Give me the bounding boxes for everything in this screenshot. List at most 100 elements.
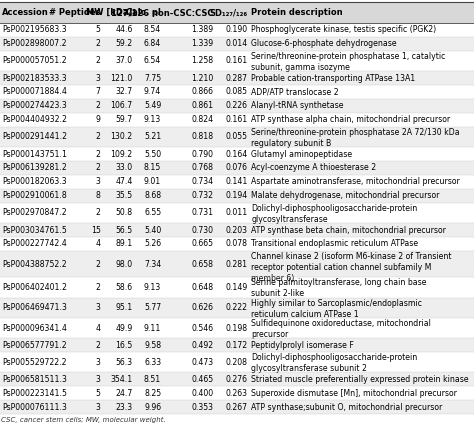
Text: 1.210: 1.210 — [191, 73, 213, 82]
Text: 89.1: 89.1 — [116, 239, 133, 248]
Bar — [0, 189, 474, 203]
Bar — [0, 318, 474, 338]
Bar — [0, 278, 474, 298]
Text: 4: 4 — [95, 323, 100, 332]
Text: SD₁₂₇/₁₂₆: SD₁₂₇/₁₂₆ — [210, 8, 247, 17]
Text: 0.730: 0.730 — [191, 226, 213, 235]
Text: Highly similar to Sarcoplasmic/endoplasmic
reticulum calcium ATPase 1: Highly similar to Sarcoplasmic/endoplasm… — [251, 299, 422, 319]
Bar — [0, 372, 474, 386]
Text: PsP000096341.4: PsP000096341.4 — [2, 323, 67, 332]
Text: 3: 3 — [96, 303, 100, 312]
Text: 6.33: 6.33 — [144, 358, 161, 367]
Text: 0.276: 0.276 — [226, 375, 247, 384]
Text: 9.01: 9.01 — [144, 178, 161, 186]
Text: 7.75: 7.75 — [144, 73, 161, 82]
Text: 0.648: 0.648 — [191, 283, 213, 292]
Text: 15: 15 — [91, 226, 100, 235]
Text: MW [kDa]: MW [kDa] — [86, 8, 133, 17]
Text: PsP005529722.2: PsP005529722.2 — [2, 358, 66, 367]
Text: Accession: Accession — [2, 8, 49, 17]
Text: 9: 9 — [96, 115, 100, 124]
Text: 3: 3 — [96, 73, 100, 82]
Text: 0.149: 0.149 — [225, 283, 247, 292]
Text: 2: 2 — [96, 39, 100, 48]
Text: 2: 2 — [96, 133, 100, 142]
Text: 109.2: 109.2 — [110, 150, 133, 159]
Text: 2: 2 — [96, 341, 100, 350]
Text: 0.161: 0.161 — [225, 115, 247, 124]
Text: PsP006577791.2: PsP006577791.2 — [2, 341, 66, 350]
Text: 9.58: 9.58 — [144, 341, 161, 350]
Text: CSC, cancer stem cells; MW, molecular weight.: CSC, cancer stem cells; MW, molecular we… — [1, 417, 166, 423]
Text: 33.0: 33.0 — [116, 163, 133, 172]
Text: 0.055: 0.055 — [226, 133, 247, 142]
Text: 0.465: 0.465 — [191, 375, 213, 384]
Text: 9.13: 9.13 — [144, 283, 161, 292]
Text: 0.161: 0.161 — [225, 57, 247, 66]
Bar — [0, 175, 474, 189]
Text: Aspartate aminotransferase, mitochondrial precursor: Aspartate aminotransferase, mitochondria… — [251, 178, 460, 186]
Text: 0.658: 0.658 — [191, 260, 213, 269]
Text: Alanyl-tRNA synthetase: Alanyl-tRNA synthetase — [251, 101, 344, 110]
Text: 8.54: 8.54 — [144, 25, 161, 34]
Text: 5.40: 5.40 — [144, 226, 161, 235]
Text: Glucose-6-phosphate dehydrogenase: Glucose-6-phosphate dehydrogenase — [251, 39, 397, 48]
Text: PsP000291441.2: PsP000291441.2 — [2, 133, 67, 142]
Bar — [0, 127, 474, 147]
Bar — [0, 161, 474, 175]
Text: PsP006139281.2: PsP006139281.2 — [2, 163, 67, 172]
Text: PsP000182063.3: PsP000182063.3 — [2, 178, 66, 186]
Text: 0.172: 0.172 — [225, 341, 247, 350]
Text: 8.25: 8.25 — [144, 389, 161, 398]
Text: 5.26: 5.26 — [144, 239, 161, 248]
Text: PsP004404932.2: PsP004404932.2 — [2, 115, 67, 124]
Text: 3: 3 — [96, 178, 100, 186]
Text: 106.7: 106.7 — [110, 101, 133, 110]
Text: Peptidylprolyl isomerase F: Peptidylprolyl isomerase F — [251, 341, 354, 350]
Text: 0.222: 0.222 — [226, 303, 247, 312]
Text: 4: 4 — [95, 239, 100, 248]
Bar — [0, 251, 474, 278]
Text: 5.21: 5.21 — [144, 133, 161, 142]
Text: PsP000071884.4: PsP000071884.4 — [2, 88, 67, 97]
Text: PsP003034761.5: PsP003034761.5 — [2, 226, 67, 235]
Text: 0.400: 0.400 — [191, 389, 213, 398]
Text: PsP006402401.2: PsP006402401.2 — [2, 283, 67, 292]
Text: 5.77: 5.77 — [144, 303, 161, 312]
Text: PsP000223141.5: PsP000223141.5 — [2, 389, 67, 398]
Text: 2: 2 — [96, 163, 100, 172]
Text: Serine/threonine-protein phosphatase 1, catalytic
subunit, gamma isozyme: Serine/threonine-protein phosphatase 1, … — [251, 51, 446, 72]
Text: 2: 2 — [96, 57, 100, 66]
Text: 0.824: 0.824 — [191, 115, 213, 124]
Text: Channel kinase 2 (isoform M6-kinase 2 of Transient
receptor potential cation cha: Channel kinase 2 (isoform M6-kinase 2 of… — [251, 252, 452, 283]
Text: PsP000227742.4: PsP000227742.4 — [2, 239, 67, 248]
Text: 1.339: 1.339 — [191, 39, 213, 48]
Text: 98.0: 98.0 — [116, 260, 133, 269]
Text: 0.731: 0.731 — [191, 208, 213, 218]
Text: PsP006469471.3: PsP006469471.3 — [2, 303, 67, 312]
Text: 0.734: 0.734 — [191, 178, 213, 186]
Text: PsP000076111.3: PsP000076111.3 — [2, 403, 67, 412]
Text: 0.866: 0.866 — [191, 88, 213, 97]
Text: 0.208: 0.208 — [226, 358, 247, 367]
Bar — [0, 386, 474, 400]
Text: 95.1: 95.1 — [116, 303, 133, 312]
Text: 0.818: 0.818 — [191, 133, 213, 142]
Text: 2: 2 — [96, 260, 100, 269]
Text: 0.281: 0.281 — [225, 260, 247, 269]
Text: 8.68: 8.68 — [144, 191, 161, 200]
Text: 1.389: 1.389 — [191, 25, 213, 34]
Bar — [0, 352, 474, 372]
Text: 0.353: 0.353 — [191, 403, 213, 412]
Text: Malate dehydrogenase, mitochondrial precursor: Malate dehydrogenase, mitochondrial prec… — [251, 191, 439, 200]
Bar — [0, 99, 474, 113]
Text: 6.54: 6.54 — [144, 57, 161, 66]
Bar — [0, 85, 474, 99]
Text: 0.626: 0.626 — [191, 303, 213, 312]
Text: Probable cation-transporting ATPase 13A1: Probable cation-transporting ATPase 13A1 — [251, 73, 416, 82]
Text: ATP synthase;subunit O, mitochondrial precursor: ATP synthase;subunit O, mitochondrial pr… — [251, 403, 442, 412]
Bar — [0, 113, 474, 127]
Text: 0.287: 0.287 — [226, 73, 247, 82]
Bar — [0, 147, 474, 161]
Text: 0.473: 0.473 — [191, 358, 213, 367]
